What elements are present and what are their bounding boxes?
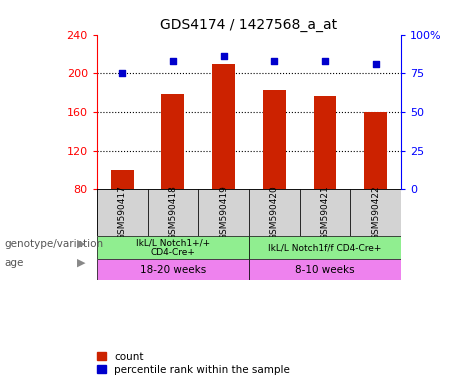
Bar — [300, 189, 350, 236]
Bar — [249, 189, 300, 236]
Bar — [97, 259, 249, 280]
Bar — [249, 259, 401, 280]
Bar — [249, 236, 401, 259]
Text: 8-10 weeks: 8-10 weeks — [295, 265, 355, 275]
Bar — [350, 189, 401, 236]
Text: GSM590421: GSM590421 — [320, 185, 330, 240]
Point — [271, 58, 278, 64]
Bar — [263, 89, 286, 189]
Bar — [364, 112, 387, 189]
Title: GDS4174 / 1427568_a_at: GDS4174 / 1427568_a_at — [160, 18, 337, 32]
Point — [220, 53, 227, 59]
Text: 18-20 weeks: 18-20 weeks — [140, 265, 206, 275]
Text: ▶: ▶ — [77, 239, 85, 249]
Bar — [111, 170, 134, 189]
Point — [372, 61, 379, 67]
Text: ▶: ▶ — [77, 258, 85, 268]
Bar — [97, 189, 148, 236]
Legend: count, percentile rank within the sample: count, percentile rank within the sample — [97, 352, 290, 375]
Text: genotype/variation: genotype/variation — [5, 239, 104, 249]
Text: GSM590418: GSM590418 — [168, 185, 177, 240]
Point — [118, 70, 126, 76]
Bar — [198, 189, 249, 236]
Text: IkL/L Notch1f/f CD4-Cre+: IkL/L Notch1f/f CD4-Cre+ — [268, 243, 382, 252]
Bar — [313, 96, 337, 189]
Text: GSM590417: GSM590417 — [118, 185, 127, 240]
Bar — [161, 94, 184, 189]
Text: IkL/L Notch1+/+
CD4-Cre+: IkL/L Notch1+/+ CD4-Cre+ — [136, 238, 210, 257]
Point — [321, 58, 329, 64]
Bar — [212, 64, 235, 189]
Bar — [97, 236, 249, 259]
Point — [169, 58, 177, 64]
Text: age: age — [5, 258, 24, 268]
Text: GSM590422: GSM590422 — [371, 185, 380, 240]
Text: GSM590419: GSM590419 — [219, 185, 228, 240]
Bar — [148, 189, 198, 236]
Text: GSM590420: GSM590420 — [270, 185, 279, 240]
